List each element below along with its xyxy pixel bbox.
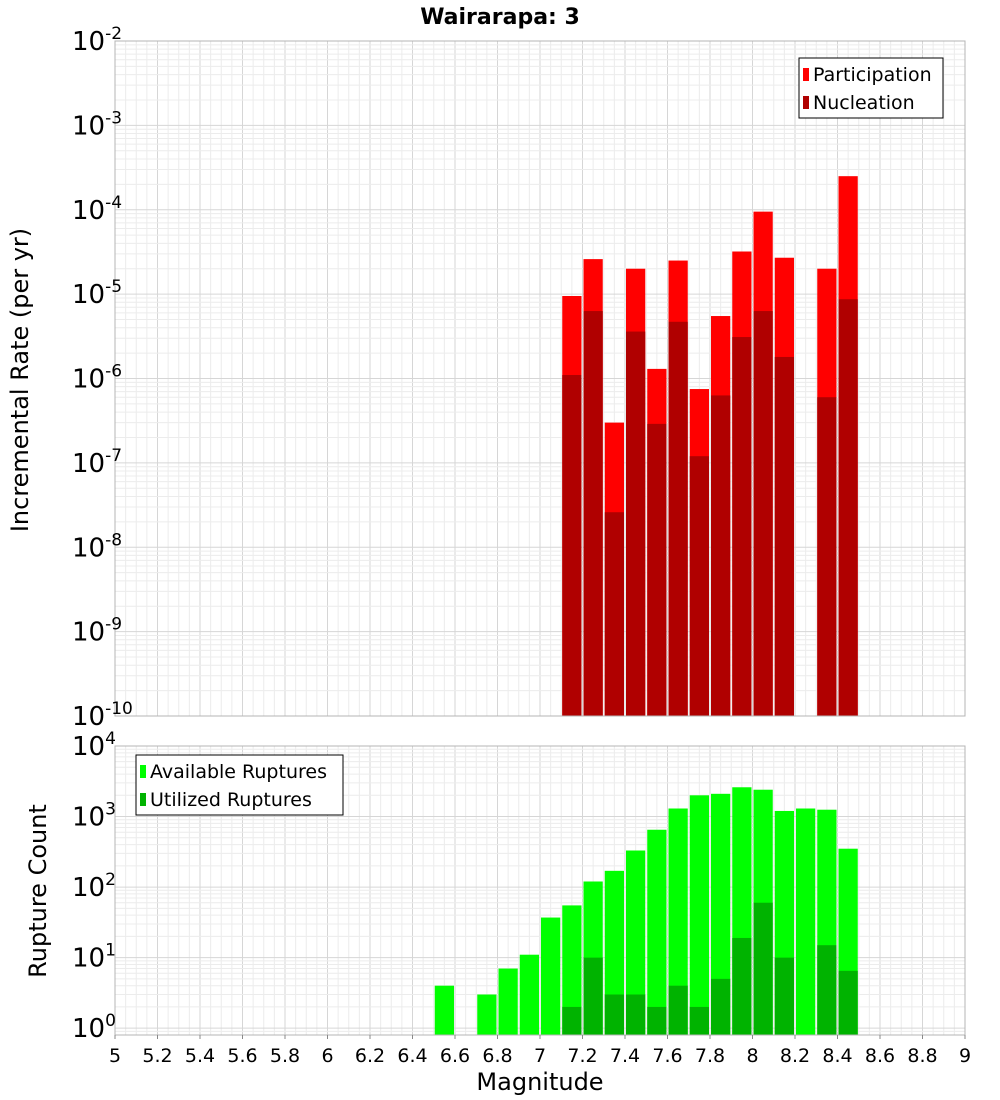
bar-primary bbox=[604, 870, 624, 1035]
bar-secondary bbox=[647, 423, 667, 716]
bar-secondary bbox=[732, 337, 752, 716]
bar-primary bbox=[541, 917, 561, 1035]
x-tick-label: 6.4 bbox=[397, 1045, 427, 1067]
bar-secondary bbox=[583, 311, 603, 716]
y-tick-label: 10-8 bbox=[72, 530, 122, 563]
bar-secondary bbox=[562, 1006, 582, 1035]
bar-primary bbox=[647, 829, 667, 1035]
y-tick-label: 104 bbox=[72, 729, 116, 762]
y-tick-label: 10-10 bbox=[72, 699, 133, 732]
x-tick-label: 5.4 bbox=[185, 1045, 215, 1067]
legend-swatch bbox=[803, 96, 809, 109]
bar-primary bbox=[519, 954, 539, 1035]
chart-title: Wairarapa: 3 bbox=[420, 5, 580, 30]
x-tick-label: 7.8 bbox=[695, 1045, 725, 1067]
x-tick-label: 5 bbox=[109, 1045, 121, 1067]
bar-primary bbox=[796, 808, 816, 1035]
legend-label: Available Ruptures bbox=[150, 761, 327, 783]
x-tick-label: 7.6 bbox=[652, 1045, 682, 1067]
legend: Available Ruptures Utilized Ruptures bbox=[135, 754, 344, 816]
legend-label: Nucleation bbox=[813, 92, 915, 114]
bar-primary bbox=[434, 985, 454, 1035]
legend-swatch bbox=[140, 793, 146, 806]
y-tick-label: 101 bbox=[72, 941, 116, 974]
bar-secondary bbox=[689, 456, 709, 716]
count-y-axis-label: Rupture Count bbox=[24, 804, 52, 978]
bar-secondary bbox=[774, 957, 794, 1035]
x-tick-label: 6.2 bbox=[355, 1045, 385, 1067]
x-tick-label: 6.6 bbox=[440, 1045, 470, 1067]
x-tick-label: 5.2 bbox=[142, 1045, 172, 1067]
bar-secondary bbox=[817, 945, 837, 1035]
legend-label: Participation bbox=[813, 64, 932, 86]
rupture-count-panel: 100 101 102 103 104 5 5.2 5.4 5.6 5.8 6 6.2 6.4 6.6 6.… bbox=[72, 729, 971, 1067]
x-tick-label: 7.4 bbox=[610, 1045, 640, 1067]
bar-secondary bbox=[753, 902, 773, 1035]
bar-secondary bbox=[562, 375, 582, 716]
legend-box bbox=[798, 57, 944, 119]
x-tick-label: 5.6 bbox=[227, 1045, 257, 1067]
bar-secondary bbox=[626, 994, 646, 1035]
bar-secondary bbox=[626, 331, 646, 716]
bar-secondary bbox=[711, 395, 731, 716]
y-tick-label: 102 bbox=[72, 870, 116, 903]
bar-primary bbox=[689, 795, 709, 1035]
x-tick-label: 8.8 bbox=[907, 1045, 937, 1067]
x-tick-label: 8.2 bbox=[780, 1045, 810, 1067]
x-tick-label: 8.6 bbox=[865, 1045, 895, 1067]
rate-y-axis-label: Incremental Rate (per yr) bbox=[6, 228, 34, 532]
plot-border bbox=[114, 40, 966, 717]
y-tick-label: 10-6 bbox=[72, 362, 122, 395]
legend-swatch bbox=[803, 68, 809, 81]
legend-swatch bbox=[140, 765, 146, 778]
bar-primary bbox=[477, 994, 497, 1035]
x-tick-label: 8.4 bbox=[822, 1045, 852, 1067]
bar-secondary bbox=[774, 356, 794, 716]
bar-primary bbox=[711, 793, 731, 1035]
bar-primary bbox=[668, 808, 688, 1035]
bar-primary bbox=[498, 968, 518, 1035]
rate-panel: 10-10 10-9 10-8 10-7 10-6 10-5 10-4 10-3 10-2 Par… bbox=[72, 24, 966, 732]
bar-secondary bbox=[689, 1006, 709, 1035]
y-tick-label: 10-4 bbox=[72, 193, 122, 226]
bar-secondary bbox=[647, 1006, 667, 1035]
bar-secondary bbox=[732, 937, 752, 1035]
bar-primary bbox=[626, 850, 646, 1035]
legend-box bbox=[135, 754, 344, 816]
bar-secondary bbox=[668, 985, 688, 1035]
y-tick-label: 10-9 bbox=[72, 615, 122, 648]
x-tick-label: 9 bbox=[959, 1045, 971, 1067]
y-tick-label: 10-3 bbox=[72, 108, 122, 141]
y-tick-label: 100 bbox=[72, 1011, 116, 1044]
x-tick-label: 8 bbox=[746, 1045, 758, 1067]
y-tick-label: 103 bbox=[72, 800, 116, 833]
x-tick-label: 6.8 bbox=[482, 1045, 512, 1067]
x-tick-label: 6 bbox=[321, 1045, 333, 1067]
bar-primary bbox=[562, 905, 582, 1035]
y-tick-label: 10-7 bbox=[72, 446, 122, 479]
y-tick-label: 10-5 bbox=[72, 277, 122, 310]
bar-secondary bbox=[668, 321, 688, 716]
bar-secondary bbox=[583, 957, 603, 1035]
bar-secondary bbox=[817, 397, 837, 716]
bar-secondary bbox=[604, 512, 624, 716]
x-tick-label: 7.2 bbox=[567, 1045, 597, 1067]
legend-label: Utilized Ruptures bbox=[150, 789, 312, 811]
x-tick-label: 7 bbox=[534, 1045, 546, 1067]
bar-secondary bbox=[711, 978, 731, 1035]
bar-secondary bbox=[753, 311, 773, 716]
bar-secondary bbox=[838, 299, 858, 716]
bar-secondary bbox=[838, 970, 858, 1035]
bar-secondary bbox=[604, 994, 624, 1035]
x-tick-label: 5.8 bbox=[270, 1045, 300, 1067]
x-axis-label: Magnitude bbox=[476, 1068, 603, 1096]
y-tick-label: 10-2 bbox=[72, 24, 122, 57]
legend: Participation Nucleation bbox=[798, 57, 944, 119]
